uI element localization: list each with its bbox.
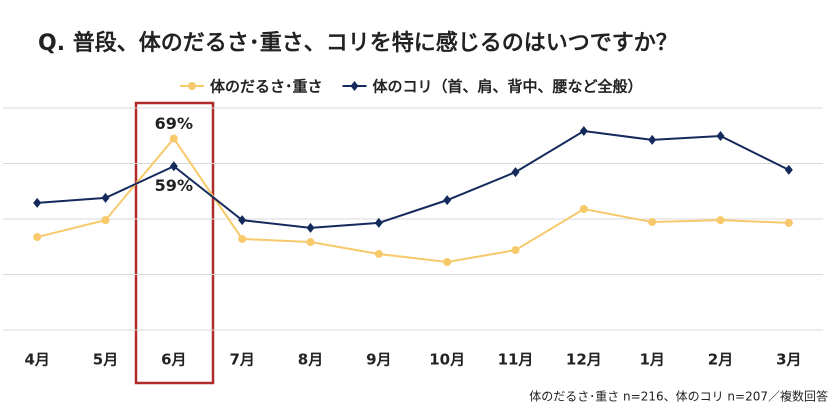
marker bbox=[579, 205, 588, 214]
x-tick-label: 6月 bbox=[161, 351, 186, 369]
marker bbox=[511, 167, 520, 178]
marker bbox=[511, 246, 520, 255]
marker bbox=[716, 131, 725, 142]
marker bbox=[306, 222, 315, 233]
footnote: 体のだるさ･重さ n=216、体のコリ n=207／複数回答 bbox=[529, 389, 828, 404]
marker bbox=[33, 233, 42, 242]
marker bbox=[579, 126, 588, 137]
marker bbox=[306, 238, 315, 247]
marker bbox=[350, 81, 359, 91]
data-label: 69% bbox=[155, 114, 193, 133]
marker bbox=[648, 218, 657, 227]
marker bbox=[374, 217, 383, 228]
marker bbox=[238, 215, 247, 226]
x-tick-label: 10月 bbox=[429, 351, 465, 369]
marker bbox=[238, 234, 247, 243]
x-tick-label: 1月 bbox=[639, 351, 664, 369]
marker bbox=[33, 197, 42, 208]
series-line bbox=[37, 129, 790, 229]
marker bbox=[443, 258, 452, 267]
legend-label: 体のコリ（首、肩、背中、腰など全般） bbox=[373, 78, 643, 96]
marker bbox=[648, 134, 657, 145]
x-tick-label: 7月 bbox=[229, 351, 254, 369]
marker bbox=[169, 134, 178, 143]
x-tick-label: 5月 bbox=[93, 351, 118, 369]
highlight-box bbox=[134, 101, 215, 385]
chart-title: Q. 普段、体のだるさ･重さ、コリを特に感じるのはいつですか？ bbox=[38, 30, 678, 56]
x-tick-label: 4月 bbox=[24, 351, 49, 369]
marker bbox=[188, 82, 196, 90]
marker bbox=[443, 195, 452, 206]
x-tick-label: 11月 bbox=[498, 351, 534, 369]
x-tick-label: 8月 bbox=[298, 351, 323, 369]
x-tick-label: 3月 bbox=[776, 351, 801, 369]
marker bbox=[784, 218, 793, 227]
x-tick-label: 2月 bbox=[708, 351, 733, 369]
marker bbox=[169, 161, 178, 172]
x-tick-label: 9月 bbox=[366, 351, 391, 369]
marker bbox=[716, 216, 725, 225]
marker bbox=[101, 216, 110, 225]
marker bbox=[101, 192, 110, 203]
series-line bbox=[36, 136, 789, 264]
legend-label: 体のだるさ･重さ bbox=[210, 78, 323, 96]
data-label: 59% bbox=[155, 176, 193, 195]
marker bbox=[784, 164, 793, 175]
marker bbox=[374, 249, 383, 258]
x-tick-label: 12月 bbox=[566, 351, 602, 369]
